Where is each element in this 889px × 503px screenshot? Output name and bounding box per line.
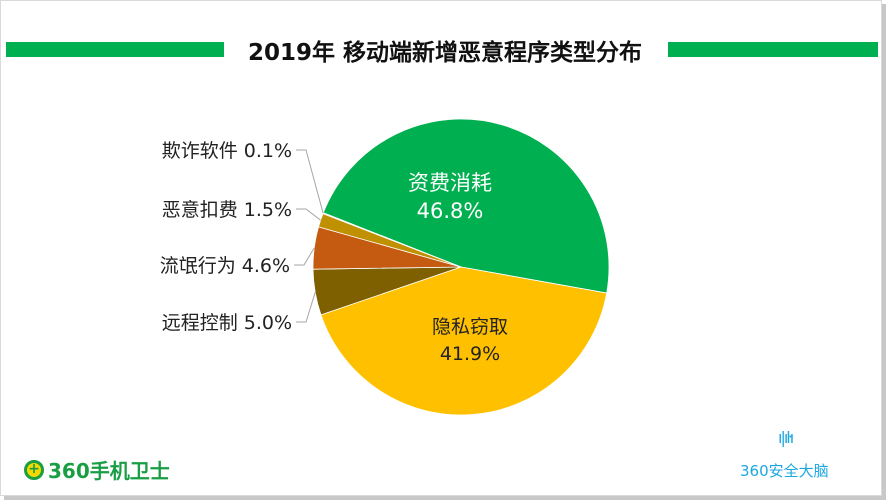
- logo-left-text: 360手机卫士: [48, 459, 170, 483]
- slice-label-value-1: 41.9%: [440, 343, 500, 365]
- leader-line-3: [294, 247, 315, 266]
- sound-wave-icon: ı|ıŀı: [778, 428, 794, 447]
- plus-icon: +: [24, 459, 44, 480]
- pie-slice-0: [322, 118, 610, 294]
- leader-line-2: [296, 292, 316, 323]
- logo-360-mobile-guard: +360手机卫士: [24, 455, 170, 484]
- slice-label-name-0: 资费消耗: [408, 171, 492, 195]
- leader-line-4: [296, 208, 321, 221]
- leader-line-5: [296, 149, 324, 214]
- logo-360-brain: 360安全大脑: [740, 462, 829, 480]
- slice-label-5: 欺诈软件 0.1%: [162, 140, 292, 162]
- title-bar-right: [668, 42, 878, 57]
- slide-frame: [0, 0, 882, 496]
- slice-label-3: 流氓行为 4.6%: [160, 255, 290, 277]
- slice-label-name-1: 隐私窃取: [432, 316, 508, 338]
- slice-label-2: 远程控制 5.0%: [162, 312, 292, 334]
- slice-label-value-0: 46.8%: [417, 199, 484, 223]
- pie-slice-1: [320, 266, 608, 416]
- slice-label-4: 恶意扣费 1.5%: [162, 199, 292, 221]
- title-bar-left: [6, 42, 224, 57]
- chart-title: 2019年 移动端新增恶意程序类型分布: [247, 40, 643, 66]
